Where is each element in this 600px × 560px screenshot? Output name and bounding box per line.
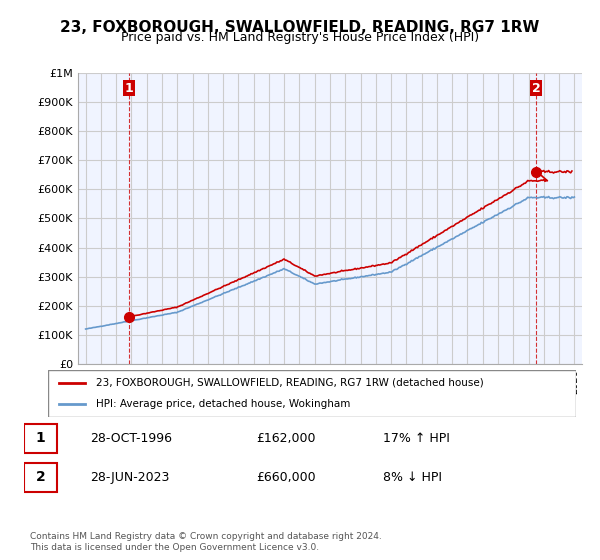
Text: 2: 2 xyxy=(35,470,46,484)
Text: HPI: Average price, detached house, Wokingham: HPI: Average price, detached house, Woki… xyxy=(95,399,350,409)
Text: 8% ↓ HPI: 8% ↓ HPI xyxy=(383,471,442,484)
Text: 2: 2 xyxy=(532,82,541,95)
Text: Contains HM Land Registry data © Crown copyright and database right 2024.
This d: Contains HM Land Registry data © Crown c… xyxy=(30,532,382,552)
Text: 28-OCT-1996: 28-OCT-1996 xyxy=(90,432,172,445)
Text: 23, FOXBOROUGH, SWALLOWFIELD, READING, RG7 1RW: 23, FOXBOROUGH, SWALLOWFIELD, READING, R… xyxy=(61,20,539,35)
Text: 1: 1 xyxy=(125,82,133,95)
Text: 1: 1 xyxy=(35,431,46,445)
Text: £162,000: £162,000 xyxy=(256,432,316,445)
FancyBboxPatch shape xyxy=(24,424,57,453)
Text: 17% ↑ HPI: 17% ↑ HPI xyxy=(383,432,449,445)
Text: £660,000: £660,000 xyxy=(256,471,316,484)
Text: 23, FOXBOROUGH, SWALLOWFIELD, READING, RG7 1RW (detached house): 23, FOXBOROUGH, SWALLOWFIELD, READING, R… xyxy=(95,378,483,388)
FancyBboxPatch shape xyxy=(24,463,57,492)
FancyBboxPatch shape xyxy=(48,370,576,417)
Text: 28-JUN-2023: 28-JUN-2023 xyxy=(90,471,170,484)
Text: Price paid vs. HM Land Registry's House Price Index (HPI): Price paid vs. HM Land Registry's House … xyxy=(121,31,479,44)
